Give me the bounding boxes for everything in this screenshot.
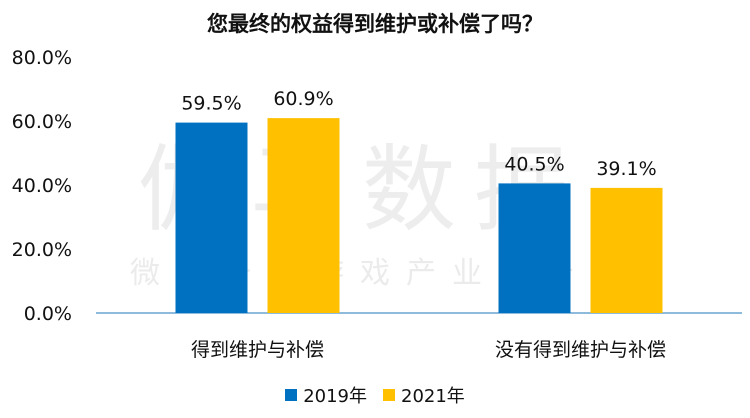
legend-item: 2021年 [383, 382, 465, 408]
category-label: 没有得到维护与补偿 [495, 339, 666, 361]
legend-label: 2019年 [303, 386, 367, 407]
bar [175, 122, 248, 313]
data-labels: 59.5% 60.9% 40.5% 39.1% [181, 88, 656, 180]
bar [498, 183, 571, 313]
y-tick-label: 20.0% [12, 239, 72, 261]
data-label: 39.1% [596, 158, 656, 180]
data-label: 40.5% [504, 153, 564, 175]
legend: 2019年 2021年 [0, 382, 750, 408]
y-tick-label: 0.0% [24, 303, 72, 325]
legend-item: 2019年 [285, 382, 367, 408]
data-label: 60.9% [273, 88, 333, 110]
legend-swatch [285, 389, 298, 401]
category-label: 得到维护与补偿 [191, 339, 324, 361]
bar [267, 118, 340, 314]
category-axis: 得到维护与补偿 没有得到维护与补偿 [191, 339, 666, 361]
legend-swatch [383, 389, 395, 401]
y-tick-label: 40.0% [12, 175, 72, 197]
bar [590, 187, 663, 313]
bars [175, 118, 663, 314]
y-tick-label: 60.0% [12, 111, 72, 133]
y-tick-label: 80.0% [12, 47, 72, 69]
chart-title: 您最终的权益得到维护或补偿了吗？ [207, 12, 543, 36]
data-label: 59.5% [181, 93, 241, 115]
legend-label: 2021年 [401, 386, 465, 407]
